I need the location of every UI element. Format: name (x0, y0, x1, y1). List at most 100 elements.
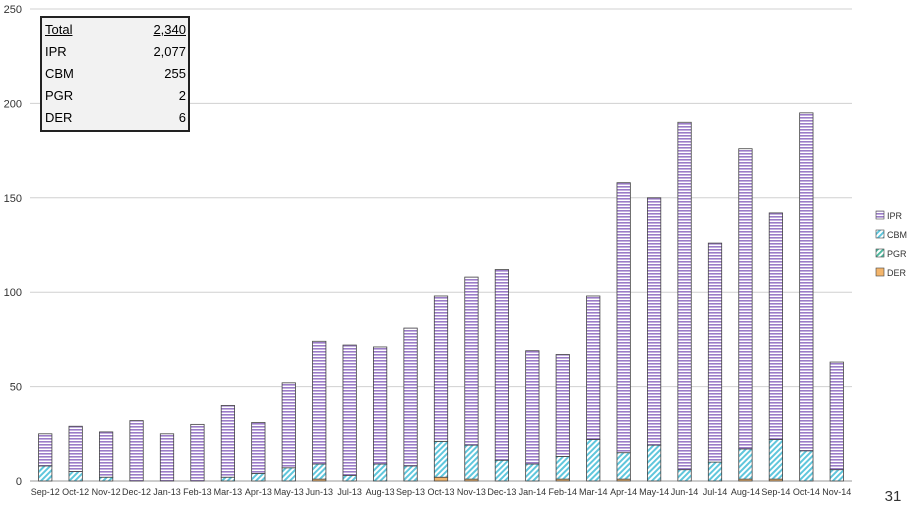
summary-row-ipr: IPR 2,077 (42, 41, 188, 63)
bar-segment-der (433, 476, 449, 482)
x-tick-label: Nov-13 (457, 487, 486, 497)
summary-value: 2 (178, 88, 186, 103)
x-tick-label: Jan-13 (153, 487, 181, 497)
legend-swatch-cbm (875, 229, 885, 239)
bar-segment-cbm (464, 444, 479, 480)
bars (38, 112, 844, 482)
bar-segment-ipr (829, 361, 844, 471)
x-tick-label: Jun-14 (671, 487, 699, 497)
bar-segment-ipr (373, 346, 388, 465)
x-tick-label: Sep-13 (396, 487, 425, 497)
page-number: 31 (885, 488, 902, 505)
bar-segment-ipr (707, 242, 723, 463)
summary-label: Total (45, 22, 73, 37)
bar-segment-ipr (251, 422, 266, 474)
x-tick-label: Nov-12 (92, 487, 121, 497)
legend-label-cbm: CBM (887, 230, 907, 240)
bar-segment-cbm (768, 439, 783, 480)
x-tick-label: Oct-12 (62, 487, 89, 497)
x-tick-label: May-13 (274, 487, 304, 497)
bar-segment-cbm (707, 461, 723, 482)
x-axis-ticks: Sep-12 Oct-12 Nov-12 Dec-12 Jan-13 Feb-13 Mar-… (31, 487, 852, 497)
x-tick-label: Mar-13 (214, 487, 243, 497)
bar-segment-cbm (68, 471, 83, 482)
summary-value: 6 (178, 110, 186, 125)
y-tick-label: 250 (4, 4, 22, 16)
bar-segment-ipr (38, 433, 53, 467)
bar-segment-cbm (494, 459, 509, 482)
legend: IPR CBM PGR DER (875, 210, 907, 278)
bar-segment-ipr (403, 327, 418, 467)
bar-segment-cbm (403, 465, 418, 482)
bar-segment-cbm (799, 450, 814, 482)
summary-row-cbm: CBM 255 (42, 63, 188, 85)
x-tick-label: Mar-14 (579, 487, 608, 497)
x-tick-label: Jan-14 (519, 487, 547, 497)
bar-segment-cbm (829, 469, 844, 482)
bar-segment-ipr (68, 425, 83, 472)
bar-segment-cbm (738, 448, 753, 480)
bar-segment-cbm (342, 474, 357, 482)
legend-swatch-der (875, 267, 885, 277)
bar-segment-cbm (647, 444, 662, 482)
bar-segment-ipr (464, 276, 479, 446)
bar-segment-ipr (677, 121, 692, 471)
y-tick-label: 150 (4, 193, 22, 205)
bar-segment-cbm (677, 469, 692, 482)
bar-segment-cbm (616, 452, 631, 480)
x-tick-label: Feb-13 (183, 487, 212, 497)
x-tick-label: Aug-14 (731, 487, 760, 497)
y-tick-label: 200 (4, 98, 22, 110)
bar-segment-ipr (616, 182, 631, 454)
bar-segment-cbm (251, 473, 266, 482)
y-tick-label: 100 (4, 287, 22, 299)
bar-segment-cbm (373, 463, 388, 482)
x-tick-label: Dec-12 (122, 487, 151, 497)
legend-label-pgr: PGR (887, 249, 907, 259)
x-tick-label: Feb-14 (549, 487, 578, 497)
summary-label: PGR (45, 88, 74, 103)
y-tick-label: 50 (10, 382, 22, 394)
bar-segment-ipr (586, 295, 601, 440)
bar-segment-cbm (586, 439, 601, 482)
x-tick-label: Aug-13 (366, 487, 395, 497)
bar-segment-ipr (159, 433, 175, 482)
summary-value: 2,340 (153, 22, 186, 37)
x-tick-label: May-14 (639, 487, 669, 497)
summary-table: Total 2,340 IPR 2,077 CBM 255 PGR 2 DER … (40, 16, 190, 132)
bar-segment-cbm (220, 476, 235, 482)
bar-segment-cbm (38, 465, 53, 482)
summary-row-pgr: PGR 2 (42, 85, 188, 107)
bar-segment-cbm (281, 467, 296, 482)
bar-segment-cbm (99, 476, 114, 482)
summary-label: CBM (45, 66, 74, 81)
bar-segment-cbm (525, 463, 540, 482)
x-tick-label: Oct-14 (793, 487, 820, 497)
legend-swatch-ipr (875, 210, 885, 220)
x-tick-label: Jul-13 (337, 487, 362, 497)
bar-segment-ipr (220, 405, 235, 478)
y-tick-label: 0 (16, 476, 22, 488)
legend-label-ipr: IPR (887, 211, 903, 221)
bar-segment-ipr (494, 269, 509, 461)
bar-segment-ipr (799, 112, 814, 452)
x-tick-label: Dec-13 (487, 487, 516, 497)
bar-segment-ipr (190, 423, 205, 482)
bar-segment-cbm (433, 440, 449, 478)
summary-row-total: Total 2,340 (42, 19, 188, 41)
x-tick-label: Jun-13 (305, 487, 333, 497)
summary-value: 255 (164, 66, 186, 81)
x-tick-label: Nov-14 (822, 487, 851, 497)
x-tick-label: Apr-14 (610, 487, 637, 497)
legend-swatch-pgr (875, 248, 885, 258)
x-tick-label: Apr-13 (245, 487, 272, 497)
summary-label: IPR (45, 44, 67, 59)
x-tick-label: Oct-13 (427, 487, 454, 497)
bar-segment-ipr (555, 354, 570, 457)
bar-segment-ipr (433, 295, 449, 442)
summary-row-der: DER 6 (42, 107, 188, 129)
bar-segment-cbm (555, 456, 570, 480)
summary-label: DER (45, 110, 73, 125)
bar-segment-ipr (99, 431, 114, 478)
